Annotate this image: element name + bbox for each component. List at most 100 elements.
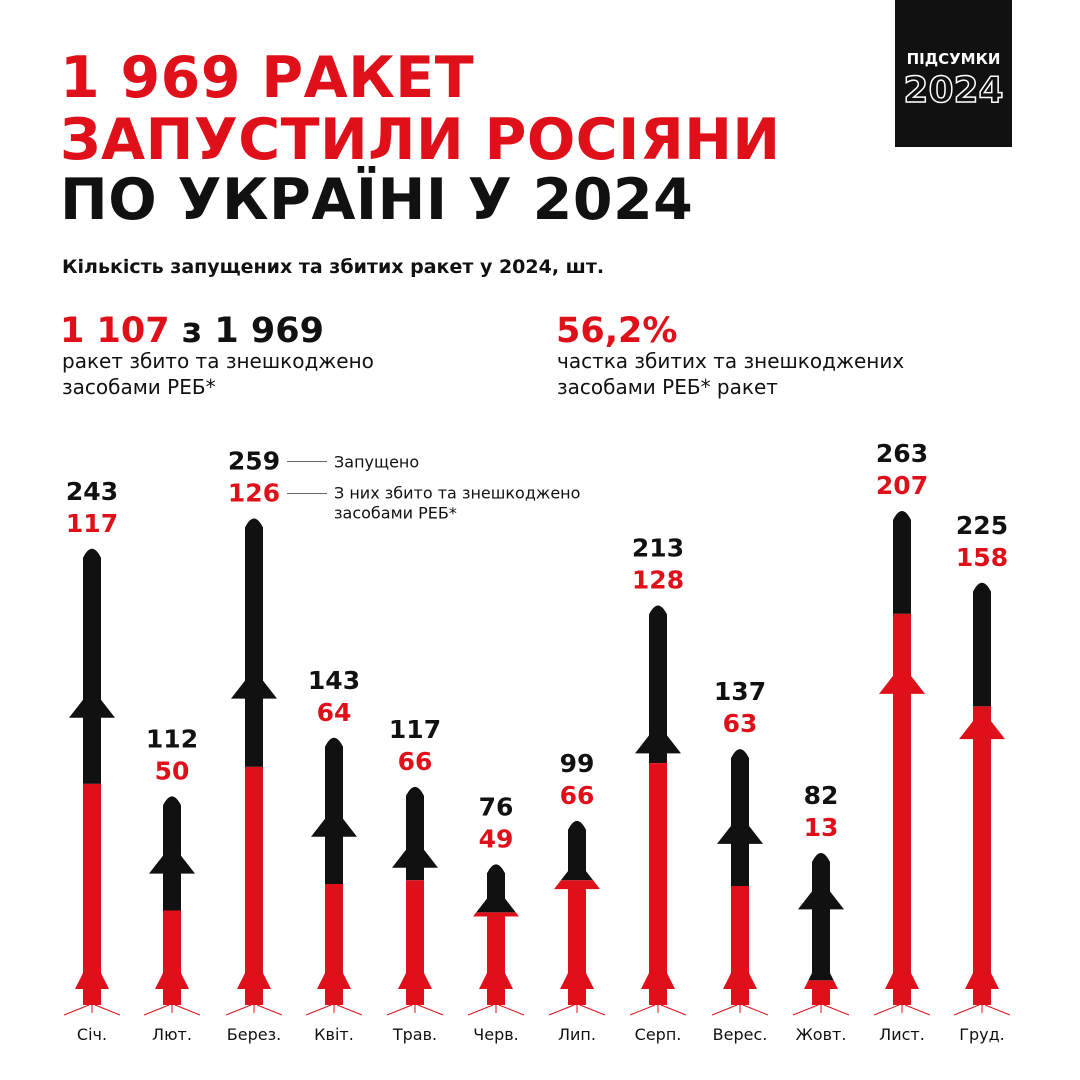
rocket-shot-down bbox=[155, 910, 189, 1005]
launched-value: 82 bbox=[804, 781, 839, 810]
month-label: Січ. bbox=[77, 1025, 107, 1044]
rocket-shot-down bbox=[554, 880, 600, 1005]
month-label: Трав. bbox=[392, 1025, 437, 1044]
rocket-launched bbox=[560, 820, 594, 881]
shot-down-total: 1 107 з 1 969 bbox=[60, 312, 324, 350]
badge-label: ПІДСУМКИ bbox=[906, 50, 1001, 68]
chart-subtitle: Кількість запущених та збитих ракет у 20… bbox=[62, 256, 605, 278]
rocket-launched bbox=[893, 511, 911, 614]
rocket-launched bbox=[635, 605, 681, 764]
share-desc-2: засобами РЕБ* ракет bbox=[557, 375, 778, 399]
exhaust-line bbox=[548, 1004, 575, 1016]
month-label: Черв. bbox=[473, 1025, 518, 1044]
shot-down-desc-1: ракет збито та знешкоджено bbox=[62, 349, 374, 373]
shot-down-value: 158 bbox=[956, 543, 1008, 572]
shot-down-value: 50 bbox=[155, 756, 190, 785]
shot-down-value: 128 bbox=[632, 565, 684, 594]
shot-down-value: 117 bbox=[66, 509, 118, 538]
exhaust-line bbox=[904, 1004, 931, 1016]
title-line-1: 1 969 РАКЕТ bbox=[60, 45, 475, 111]
launched-value: 243 bbox=[66, 477, 118, 506]
shot-down-count: 1 107 bbox=[60, 311, 170, 351]
exhaust-line bbox=[711, 1004, 738, 1016]
shot-down-desc-2: засобами РЕБ* bbox=[62, 375, 216, 399]
exhaust-line bbox=[174, 1004, 201, 1016]
rocket-launched bbox=[476, 864, 516, 913]
shot-down-value: 207 bbox=[876, 471, 928, 500]
launched-value: 213 bbox=[632, 533, 684, 562]
exhaust-line bbox=[417, 1004, 444, 1016]
launched-total: з 1 969 bbox=[181, 311, 324, 351]
rocket-launched bbox=[973, 582, 991, 707]
rocket-launched bbox=[231, 518, 277, 767]
shot-down-value: 63 bbox=[723, 709, 758, 738]
exhaust-line bbox=[305, 1004, 332, 1016]
month-label: Лют. bbox=[152, 1025, 192, 1044]
exhaust-line bbox=[143, 1004, 170, 1016]
exhaust-line bbox=[225, 1004, 252, 1016]
rocket-launched bbox=[149, 796, 195, 911]
rocket-shot-down bbox=[317, 884, 351, 1005]
rocket-shot-down bbox=[473, 912, 519, 1005]
share-desc-1: частка збитих та знешкоджених bbox=[557, 349, 905, 373]
exhaust-line bbox=[94, 1004, 121, 1016]
shot-down-value: 13 bbox=[804, 813, 839, 842]
shot-down-share: 56,2% bbox=[556, 311, 678, 351]
month-label: Жовт. bbox=[796, 1025, 847, 1044]
shot-down-value: 126 bbox=[228, 479, 280, 508]
rocket-launched bbox=[392, 786, 438, 881]
exhaust-line bbox=[386, 1004, 413, 1016]
launched-value: 76 bbox=[479, 792, 514, 821]
exhaust-line bbox=[63, 1004, 90, 1016]
exhaust-line bbox=[660, 1004, 687, 1016]
rocket-shot-down bbox=[75, 783, 109, 1005]
exhaust-line bbox=[336, 1004, 363, 1016]
month-label: Лип. bbox=[558, 1025, 596, 1044]
title-line-3: ПО УКРАЇНІ У 2024 bbox=[60, 167, 694, 233]
title-line-2: ЗАПУСТИЛИ РОСІЯНИ bbox=[60, 107, 781, 173]
exhaust-line bbox=[498, 1004, 525, 1016]
exhaust-line bbox=[792, 1004, 819, 1016]
shot-down-value: 64 bbox=[317, 698, 352, 727]
launched-value: 117 bbox=[389, 715, 441, 744]
exhaust-line bbox=[742, 1004, 769, 1016]
rocket-shot-down bbox=[398, 880, 432, 1005]
rocket-launched bbox=[717, 749, 763, 886]
rocket-shot-down bbox=[723, 885, 757, 1005]
month-label: Берез. bbox=[227, 1025, 281, 1044]
rocket-shot-down bbox=[641, 763, 675, 1005]
exhaust-line bbox=[256, 1004, 283, 1016]
exhaust-line bbox=[629, 1004, 656, 1016]
exhaust-line bbox=[467, 1004, 494, 1016]
month-label: Груд. bbox=[959, 1025, 1005, 1044]
launched-value: 137 bbox=[714, 677, 766, 706]
month-label: Квіт. bbox=[314, 1025, 354, 1044]
rocket-shot-down bbox=[879, 613, 925, 1005]
exhaust-line bbox=[984, 1004, 1011, 1016]
rocket-shot-down bbox=[804, 980, 838, 1005]
month-label: Верес. bbox=[713, 1025, 768, 1044]
launched-value: 99 bbox=[560, 749, 595, 778]
exhaust-line bbox=[953, 1004, 980, 1016]
shot-down-value: 66 bbox=[398, 747, 433, 776]
month-label: Серп. bbox=[635, 1025, 682, 1044]
launched-value: 225 bbox=[956, 511, 1008, 540]
legend-shot-down-2: засобами РЕБ* bbox=[334, 504, 457, 523]
legend-launched: Запущено bbox=[334, 453, 419, 472]
shot-down-value: 66 bbox=[560, 781, 595, 810]
legend-shot-down: З них збито та знешкоджено bbox=[334, 484, 580, 503]
badge-year: 2024 bbox=[903, 69, 1005, 112]
exhaust-line bbox=[579, 1004, 606, 1016]
launched-value: 259 bbox=[228, 447, 280, 476]
exhaust-line bbox=[823, 1004, 850, 1016]
rocket-launched bbox=[798, 853, 844, 981]
shot-down-value: 49 bbox=[479, 824, 514, 853]
rocket-shot-down bbox=[237, 766, 271, 1005]
summary-badge: ПІДСУМКИ 2024 bbox=[895, 0, 1012, 147]
exhaust-line bbox=[873, 1004, 900, 1016]
rocket-launched bbox=[69, 548, 115, 784]
month-label: Лист. bbox=[879, 1025, 925, 1044]
launched-value: 112 bbox=[146, 724, 198, 753]
